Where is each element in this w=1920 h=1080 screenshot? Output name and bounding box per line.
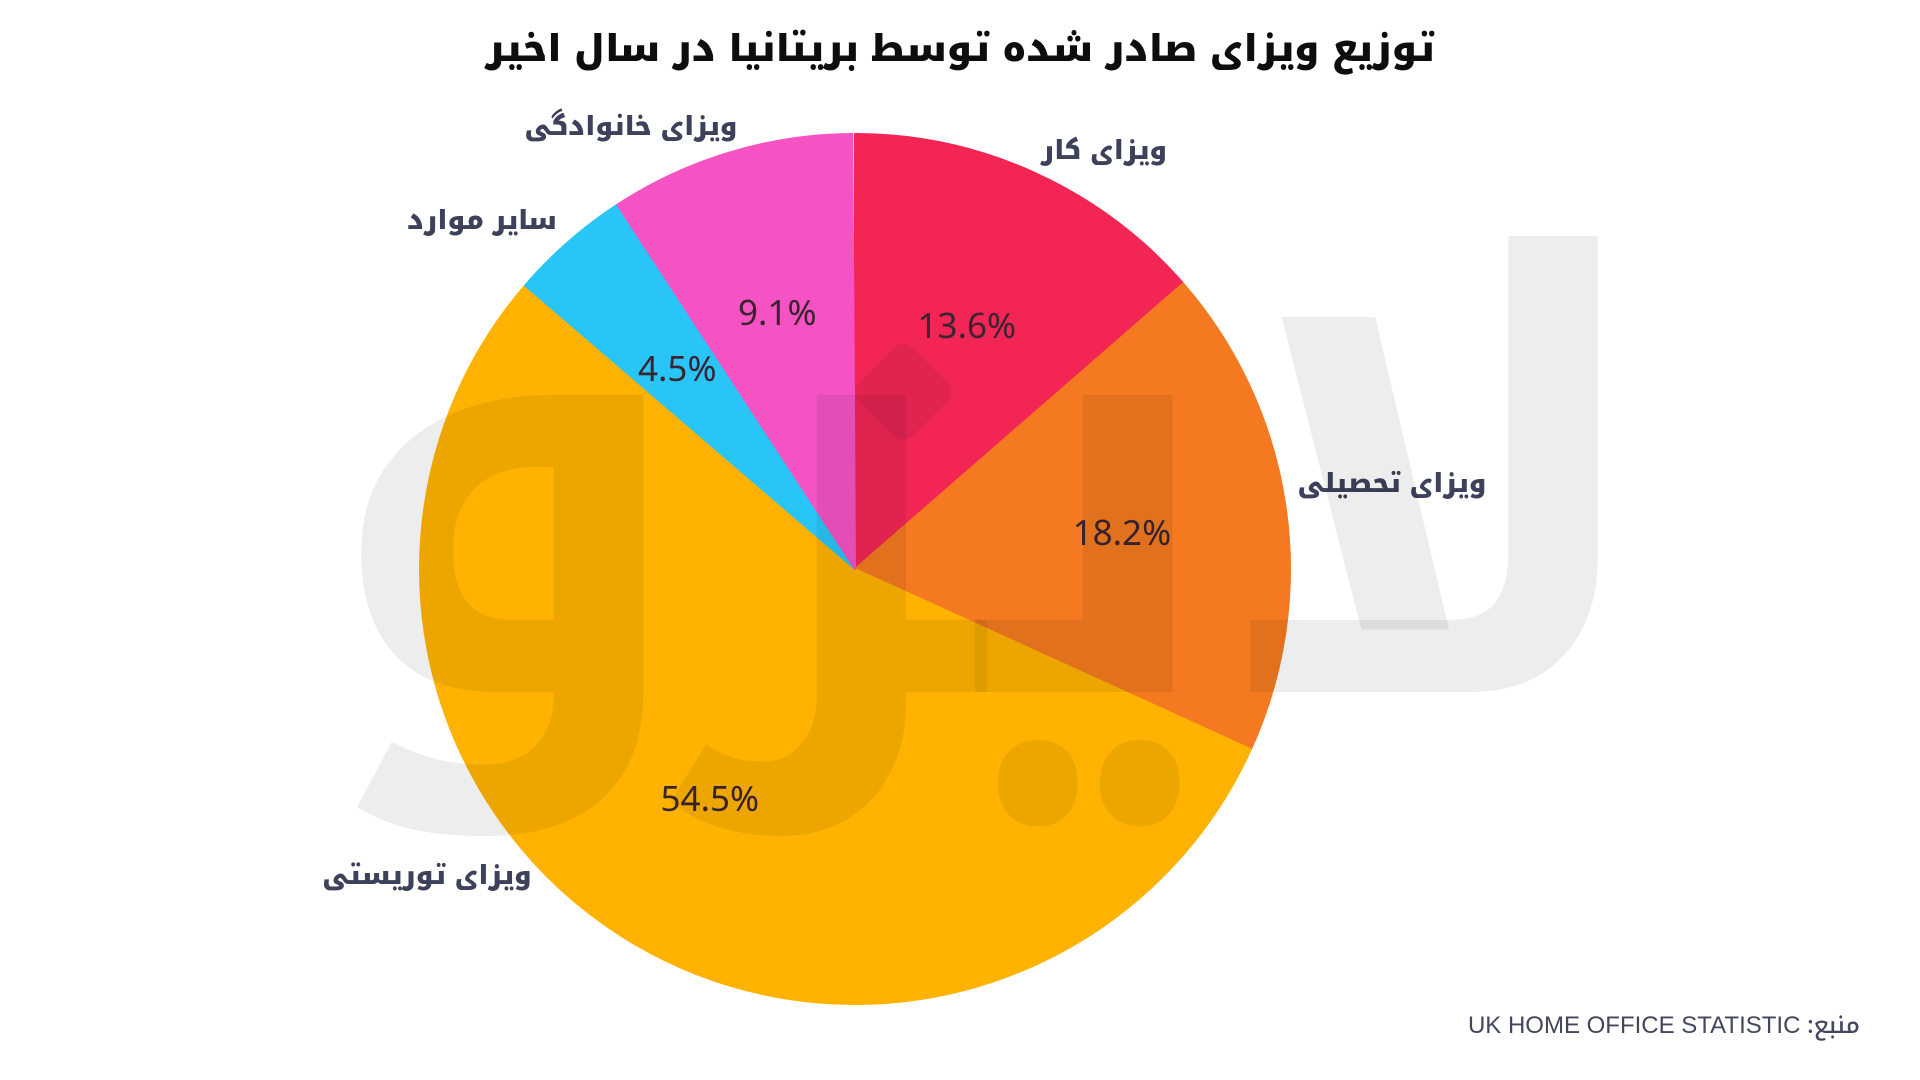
svg-text:54.5%: 54.5% <box>661 766 760 833</box>
svg-text:ویزای توریستی: ویزای توریستی <box>322 851 531 900</box>
svg-text:ویزای کار: ویزای کار <box>1040 126 1167 175</box>
svg-text:ویزای تحصیلی: ویزای تحصیلی <box>1297 459 1486 508</box>
svg-text:18.2%: 18.2% <box>1073 500 1172 567</box>
svg-text:13.6%: 13.6% <box>918 293 1017 360</box>
svg-text:9.1%: 9.1% <box>738 280 817 347</box>
svg-text:سایر موارد: سایر موارد <box>407 196 557 245</box>
svg-text:4.5%: 4.5% <box>638 336 717 403</box>
svg-text:ویزای خانوادگی: ویزای خانوادگی <box>525 102 738 151</box>
